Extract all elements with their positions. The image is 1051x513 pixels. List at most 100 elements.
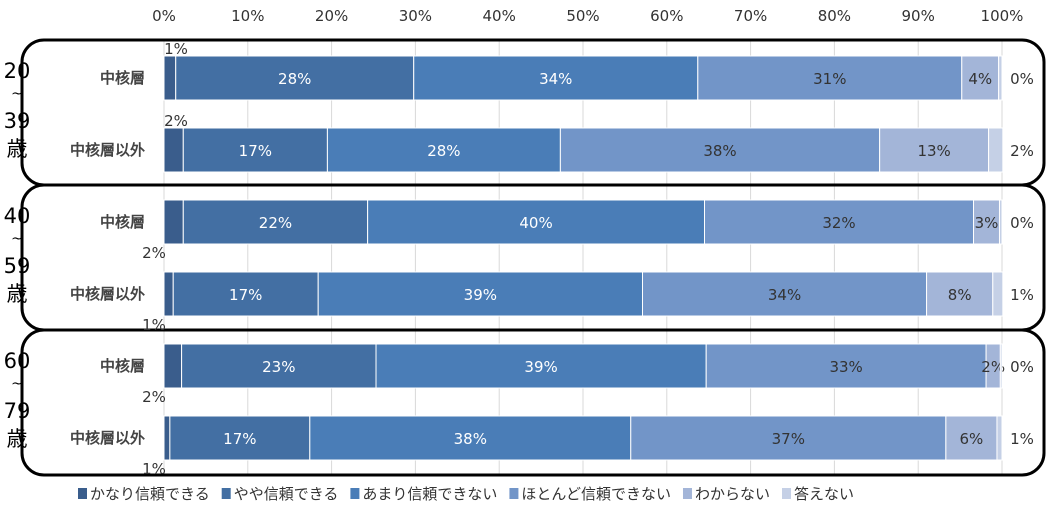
x-tick-label: 100% bbox=[981, 7, 1024, 25]
x-tick-label: 50% bbox=[566, 7, 599, 25]
data-label: 1% bbox=[1010, 286, 1034, 304]
data-label: 39% bbox=[464, 286, 497, 304]
group-label-end: 79 bbox=[4, 399, 31, 423]
group-label-tilde: ~ bbox=[11, 86, 23, 102]
bar-segment bbox=[182, 199, 369, 245]
x-tick-label: 0% bbox=[152, 7, 176, 25]
data-label: 3% bbox=[975, 214, 999, 232]
bar-segment bbox=[163, 55, 177, 101]
x-tick-label: 20% bbox=[315, 7, 348, 25]
bar-segment bbox=[945, 415, 998, 461]
bar-segment bbox=[630, 415, 947, 461]
x-tick-label: 70% bbox=[734, 7, 767, 25]
bar-segment bbox=[169, 415, 311, 461]
bar-segment bbox=[317, 271, 643, 317]
data-label: 23% bbox=[262, 358, 295, 376]
bar-segment bbox=[182, 127, 328, 173]
data-label: 33% bbox=[829, 358, 862, 376]
data-label: 6% bbox=[960, 430, 984, 448]
legend-swatch bbox=[782, 488, 791, 499]
legend-swatch bbox=[221, 488, 231, 499]
legend-label: やや信頼できる bbox=[234, 485, 339, 503]
bar-segment bbox=[973, 199, 1000, 245]
data-label: 1% bbox=[1010, 430, 1034, 448]
x-tick-label: 30% bbox=[399, 7, 432, 25]
legend-swatch bbox=[350, 488, 360, 499]
data-label: 22% bbox=[259, 214, 292, 232]
data-label: 40% bbox=[519, 214, 552, 232]
data-label: 32% bbox=[822, 214, 855, 232]
legend-label: あまり信頼できない bbox=[362, 485, 497, 503]
x-tick-label: 60% bbox=[650, 7, 683, 25]
x-tick-label: 10% bbox=[231, 7, 264, 25]
data-label: 1% bbox=[142, 316, 166, 334]
group-label-unit: 歳 bbox=[7, 282, 28, 306]
data-label: 1% bbox=[142, 460, 166, 478]
group-label-unit: 歳 bbox=[7, 137, 28, 161]
data-label: 1% bbox=[164, 40, 188, 58]
bar-segment bbox=[705, 343, 987, 389]
data-label: 0% bbox=[1010, 358, 1034, 376]
data-label: 17% bbox=[229, 286, 262, 304]
data-label: 0% bbox=[1010, 70, 1034, 88]
legend-swatch bbox=[78, 488, 87, 499]
bar-segment bbox=[163, 271, 174, 317]
data-label: 13% bbox=[917, 142, 950, 160]
data-label: 17% bbox=[223, 430, 256, 448]
data-label: 17% bbox=[239, 142, 272, 160]
bar-segment bbox=[999, 343, 1003, 389]
row-category-label: 中核層 bbox=[100, 357, 145, 375]
bar-segment bbox=[996, 415, 1003, 461]
row-category-label: 中核層 bbox=[100, 69, 145, 87]
x-tick-label: 40% bbox=[483, 7, 516, 25]
data-label: 37% bbox=[772, 430, 805, 448]
legend-label: かなり信頼できる bbox=[90, 485, 210, 503]
legend-label: わからない bbox=[695, 485, 770, 503]
data-label: 39% bbox=[524, 358, 557, 376]
group-box bbox=[20, 328, 1046, 477]
bar-segment bbox=[697, 55, 963, 101]
group-label-start: 40 bbox=[4, 204, 31, 228]
group-label-unit: 歳 bbox=[7, 427, 28, 451]
legend-swatch bbox=[682, 488, 692, 499]
bar-segment bbox=[367, 199, 706, 245]
row-category-label: 中核層以外 bbox=[70, 285, 145, 303]
data-label: 31% bbox=[813, 70, 846, 88]
row-category-label: 中核層以外 bbox=[70, 429, 145, 447]
data-label: 2% bbox=[142, 388, 166, 406]
legend-label: ほとんど信頼できない bbox=[521, 485, 671, 503]
group-label-start: 60 bbox=[4, 349, 31, 373]
data-label: 28% bbox=[278, 70, 311, 88]
bar-segment bbox=[992, 271, 1004, 317]
bar-segment bbox=[641, 271, 928, 317]
data-label: 8% bbox=[948, 286, 972, 304]
bar-segment bbox=[998, 55, 1003, 101]
bar-segment bbox=[988, 127, 1004, 173]
data-label: 2% bbox=[164, 112, 188, 130]
bar-segment bbox=[163, 127, 184, 173]
bar-segment bbox=[163, 415, 171, 461]
group-label-tilde: ~ bbox=[11, 231, 23, 247]
bar-segment bbox=[163, 343, 183, 389]
bar-segment bbox=[163, 199, 184, 245]
bar-segment bbox=[879, 127, 990, 173]
row-category-label: 中核層 bbox=[100, 213, 145, 231]
data-label: 34% bbox=[768, 286, 801, 304]
bar-segment bbox=[704, 199, 975, 245]
bar-segment bbox=[961, 55, 1000, 101]
data-label: 0% bbox=[1010, 214, 1034, 232]
bar-segment bbox=[375, 343, 707, 389]
data-label: 38% bbox=[703, 142, 736, 160]
bar-segment bbox=[175, 55, 415, 101]
bar-segment bbox=[998, 199, 1003, 245]
group-label-end: 59 bbox=[4, 254, 31, 278]
group-label-start: 20 bbox=[4, 59, 31, 83]
data-label: 4% bbox=[968, 70, 992, 88]
row-category-label: 中核層以外 bbox=[70, 141, 145, 159]
legend-label: 答えない bbox=[794, 485, 854, 503]
legend-swatch bbox=[509, 488, 519, 499]
x-tick-label: 90% bbox=[902, 7, 935, 25]
data-label: 2% bbox=[981, 358, 1005, 376]
